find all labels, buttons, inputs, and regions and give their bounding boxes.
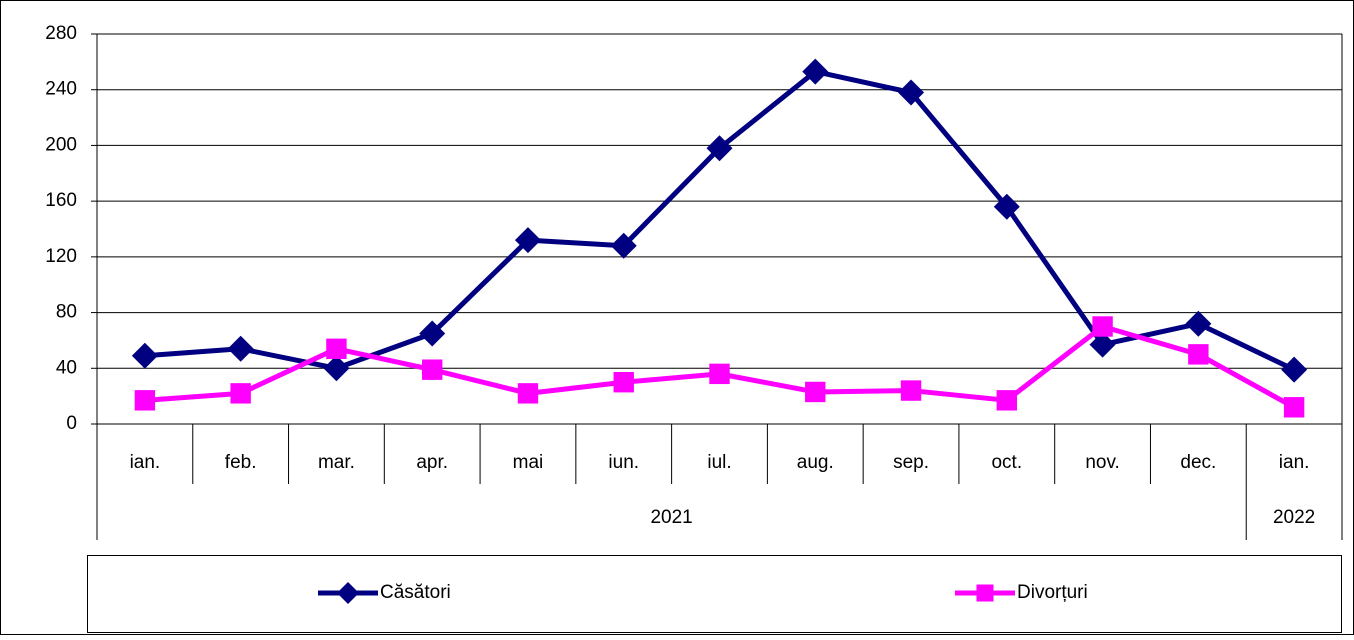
x-tick-label: ian. — [130, 452, 161, 473]
marker — [900, 380, 922, 401]
marker — [227, 335, 254, 362]
x-tick-label: aug. — [797, 452, 834, 473]
marker — [134, 390, 156, 411]
x-tick-label: sep. — [893, 452, 929, 473]
y-tick-label: 200 — [45, 134, 77, 155]
x-tick-label: mai — [513, 452, 544, 473]
marker — [1089, 331, 1116, 358]
marker — [805, 381, 826, 403]
year-label: 2022 — [1273, 507, 1315, 528]
marker — [1283, 397, 1305, 418]
marker — [709, 363, 730, 385]
marker — [419, 320, 446, 347]
y-tick-label: 160 — [45, 190, 77, 211]
x-tick-label: feb. — [225, 452, 257, 473]
marker — [1281, 356, 1308, 383]
marker — [421, 359, 443, 380]
marker — [706, 135, 733, 162]
x-tick-label: ian. — [1279, 452, 1310, 473]
y-tick-label: 40 — [56, 357, 77, 378]
marker — [996, 390, 1018, 411]
legend-marker — [976, 584, 994, 602]
marker — [613, 372, 634, 393]
marker — [1185, 310, 1212, 337]
y-tick-label: 80 — [56, 302, 77, 323]
marker — [131, 342, 158, 369]
marker — [326, 338, 347, 359]
x-tick-label: iun. — [608, 452, 639, 473]
marker — [1188, 344, 1209, 365]
legend-label: Divorțuri — [1017, 582, 1088, 603]
x-tick-label: iul. — [707, 452, 731, 473]
year-label: 2021 — [650, 507, 692, 528]
y-tick-label: 0 — [66, 413, 77, 434]
y-tick-label: 240 — [45, 79, 77, 100]
y-tick-label: 280 — [45, 23, 77, 44]
marker — [323, 355, 350, 382]
legend-box — [87, 555, 1342, 633]
x-tick-label: nov. — [1085, 452, 1120, 473]
legend-label: Căsători — [380, 582, 451, 603]
marker — [610, 232, 637, 259]
x-tick-label: oct. — [991, 452, 1022, 473]
marker — [802, 58, 829, 85]
x-tick-label: apr. — [416, 452, 448, 473]
legend-marker — [337, 582, 359, 604]
x-tick-label: dec. — [1180, 452, 1216, 473]
x-tick-label: mar. — [318, 452, 355, 473]
marker — [1092, 316, 1113, 337]
marker — [898, 79, 925, 106]
marker — [517, 383, 539, 404]
y-tick-label: 120 — [45, 246, 77, 267]
marker — [993, 193, 1020, 220]
marker — [514, 227, 541, 254]
marker — [230, 383, 251, 404]
